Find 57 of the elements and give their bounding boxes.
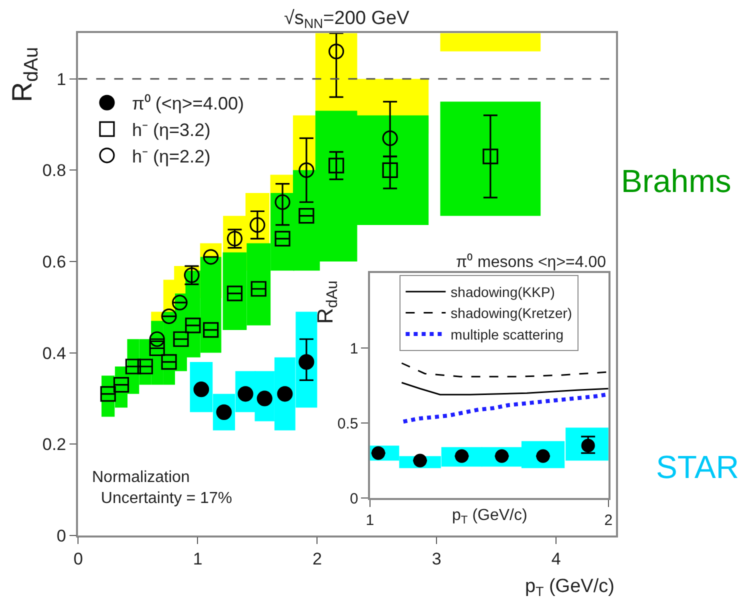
point (482, 148, 498, 164)
x-tick-label: 1 (192, 550, 202, 569)
point (100, 386, 116, 402)
legend-label: π⁰ (<η>=4.00) (132, 94, 244, 114)
point (203, 249, 219, 265)
point (173, 331, 189, 347)
point (298, 162, 314, 178)
y-tick-label: 0.8 (42, 161, 66, 180)
y-tick-label: 0 (56, 526, 66, 546)
annotation: Normalization Uncertainty = 17% (92, 469, 232, 507)
y-tick-label: 0.2 (42, 435, 66, 454)
chart-title: √s$_{NN}$=200 GeV (284, 8, 410, 31)
legend-label: shadowing(KKP) (450, 284, 555, 300)
y-tick-label: 0 (350, 490, 358, 508)
x-tick-label: 2 (604, 512, 613, 529)
line-series (401, 392, 608, 424)
point (161, 354, 177, 370)
point (382, 130, 398, 146)
point (298, 354, 314, 370)
point (413, 454, 427, 468)
line-series (400, 362, 608, 378)
point (328, 44, 344, 60)
point (113, 376, 130, 393)
text: Brahms (621, 163, 732, 199)
x-tick-label: 2 (312, 550, 322, 569)
point (149, 340, 165, 356)
point (328, 158, 344, 174)
point (298, 208, 314, 224)
chart-title: π⁰ mesons <η>=4.00 (456, 253, 606, 271)
y-tick-label: 1 (56, 70, 66, 89)
point (172, 294, 188, 310)
point (161, 308, 177, 324)
point (185, 318, 201, 334)
legend-label: multiple scattering (450, 326, 564, 342)
point (226, 286, 243, 302)
x-axis-title: p$_{T}$ (GeV/c) (452, 507, 528, 526)
point (382, 162, 398, 178)
legend-label: h⁻ (η=3.2) (132, 120, 211, 140)
y-tick-label: 0.6 (42, 252, 66, 272)
point (149, 331, 165, 347)
point (250, 281, 266, 297)
x-tick-label: 4 (551, 550, 561, 569)
line-series (400, 382, 608, 396)
legend-label: shadowing(Kretzer) (450, 305, 572, 322)
point (250, 217, 266, 233)
point (274, 230, 290, 246)
x-tick-label: 0 (73, 550, 83, 569)
legend-label: h⁻ (η=2.2) (132, 146, 211, 166)
x-axis-title: p$_{T}$ (GeV/c) (525, 576, 614, 599)
y-tick-label: 0.5 (337, 415, 358, 432)
x-tick-label: 3 (432, 550, 442, 569)
point (274, 194, 290, 210)
point (203, 322, 219, 338)
text: STAR (656, 449, 739, 485)
y-tick-label: 1 (350, 340, 358, 358)
point (277, 386, 293, 402)
y-tick-label: 0.4 (42, 344, 66, 363)
